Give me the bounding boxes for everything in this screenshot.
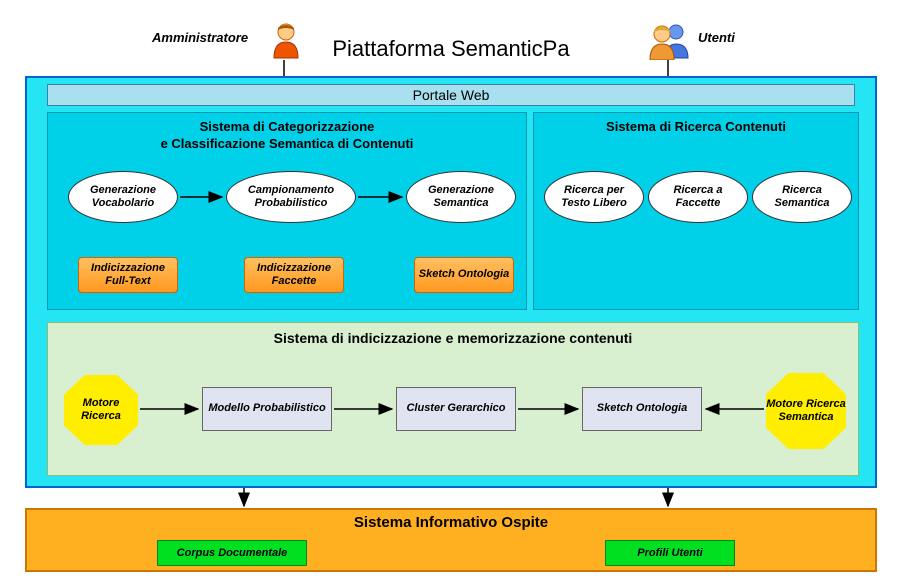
orange-idx-faccette: Indicizzazione Faccette — [244, 257, 344, 293]
indexing-system: Sistema di indicizzazione e memorizzazio… — [47, 322, 859, 476]
grey-sketch-onto: Sketch Ontologia — [582, 387, 702, 431]
ellipse-campionamento: Campionamento Probabilistico — [226, 171, 356, 223]
ellipse-ricerca-semantica: Ricerca Semantica — [752, 171, 852, 223]
grey-cluster: Cluster Gerarchico — [396, 387, 516, 431]
ellipse-gen-semantica: Generazione Semantica — [406, 171, 516, 223]
orange-sketch-onto: Sketch Ontologia — [414, 257, 514, 293]
portal-header: Portale Web — [47, 84, 855, 106]
green-profili: Profili Utenti — [605, 540, 735, 566]
octagon-motore-ricerca: Motore Ricerca — [64, 375, 138, 445]
grey-modello-prob: Modello Probabilistico — [202, 387, 332, 431]
ellipse-ricerca-libero: Ricerca per Testo Libero — [544, 171, 644, 223]
octagon-motore-ricerca-semantica: Motore Ricerca Semantica — [766, 373, 846, 449]
cat-title: Sistema di Categorizzazione e Classifica… — [48, 113, 526, 159]
orange-idx-fulltext: Indicizzazione Full-Text — [78, 257, 178, 293]
green-corpus: Corpus Documentale — [157, 540, 307, 566]
search-title: Sistema di Ricerca Contenuti — [534, 113, 858, 142]
categorization-system: Sistema di Categorizzazione e Classifica… — [47, 112, 527, 310]
main-title: Piattaforma SemanticPa — [0, 36, 902, 62]
sistema-ospite: Sistema Informativo Ospite Corpus Docume… — [25, 508, 877, 572]
idx-title: Sistema di indicizzazione e memorizzazio… — [48, 323, 858, 353]
ellipse-gen-vocab: Generazione Vocabolario — [68, 171, 178, 223]
platform-container: Portale Web Sistema di Categorizzazione … — [25, 76, 877, 488]
search-system: Sistema di Ricerca Contenuti Ricerca per… — [533, 112, 859, 310]
ellipse-ricerca-faccette: Ricerca a Faccette — [648, 171, 748, 223]
ospite-title: Sistema Informativo Ospite — [27, 510, 875, 531]
